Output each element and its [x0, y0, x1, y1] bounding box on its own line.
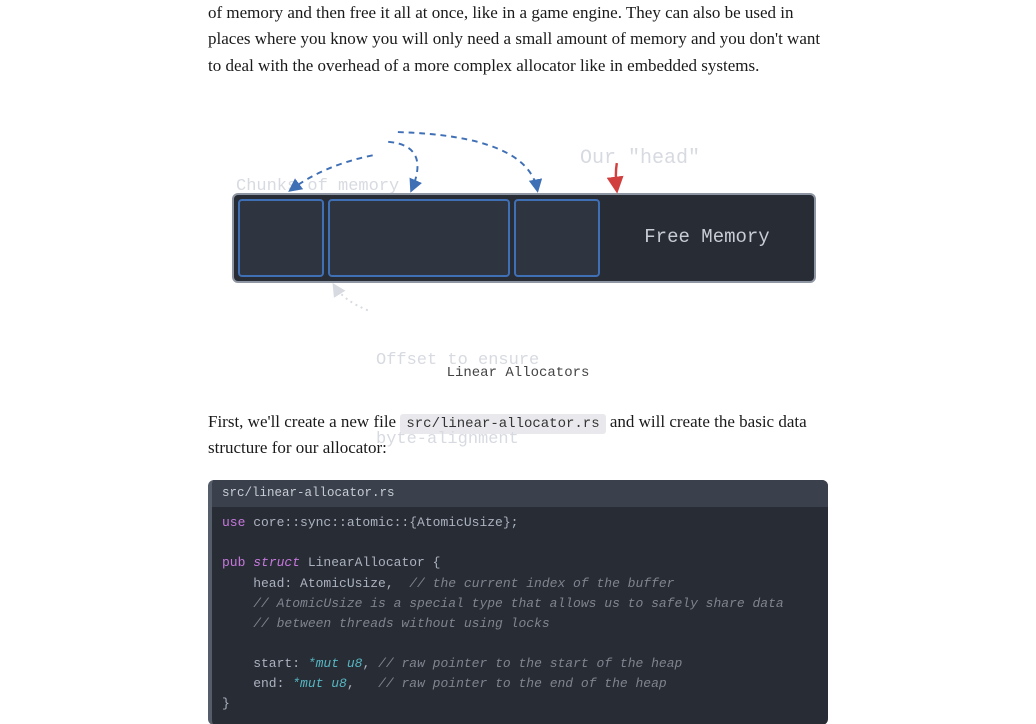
tok-struct: struct — [253, 555, 300, 570]
code-body: use core::sync::atomic::{AtomicUsize}; p… — [212, 507, 828, 724]
label-offset-line1: Offset to ensure — [376, 348, 539, 374]
tok-pub: pub — [222, 555, 245, 570]
para2-pre: First, we'll create a new file — [208, 412, 400, 431]
code-block: src/linear-allocator.rs use core::sync::… — [208, 480, 828, 724]
intro-text: of memory and then free it all at once, … — [208, 0, 828, 79]
tok-u8b: u8 — [323, 676, 346, 691]
tok-structname: LinearAllocator { — [300, 555, 440, 570]
label-head: Our "head" — [580, 143, 700, 174]
label-offset-line2: byte-alignment — [376, 427, 539, 453]
tok-cm3: // between threads without using locks — [222, 616, 550, 631]
memory-chunk-2 — [328, 199, 510, 277]
tok-mut1: *mut — [308, 656, 339, 671]
tok-cm5: // raw pointer to the end of the heap — [378, 676, 667, 691]
tok-head-field: head: AtomicUsize, — [222, 576, 409, 591]
tok-u8a: u8 — [339, 656, 362, 671]
tok-cm1: // the current index of the buffer — [409, 576, 674, 591]
tok-start-a: start: — [222, 656, 308, 671]
label-offset: Offset to ensure byte-alignment — [376, 295, 539, 506]
free-memory-label: Free Memory — [644, 223, 769, 252]
diagram-container: Chunks of memory (e.g a Vec<>) Our "head… — [208, 103, 828, 385]
tok-comma2: , — [347, 676, 378, 691]
tok-use: use — [222, 515, 245, 530]
free-memory-region: Free Memory — [604, 223, 810, 252]
tok-l1rest: core::sync::atomic::{AtomicUsize}; — [245, 515, 518, 530]
tok-mut2: *mut — [292, 676, 323, 691]
memory-chunk-1 — [238, 199, 324, 277]
tok-comma1: , — [362, 656, 378, 671]
memory-chunk-3 — [514, 199, 600, 277]
tok-cm4: // raw pointer to the start of the heap — [378, 656, 682, 671]
memory-bar: Free Memory — [232, 193, 816, 283]
tok-cm2: // AtomicUsize is a special type that al… — [222, 596, 784, 611]
linear-allocator-diagram: Chunks of memory (e.g a Vec<>) Our "head… — [208, 103, 828, 353]
tok-brace: } — [222, 696, 230, 711]
tok-end-a: end: — [222, 676, 292, 691]
intro-paragraph: of memory and then free it all at once, … — [208, 0, 828, 79]
